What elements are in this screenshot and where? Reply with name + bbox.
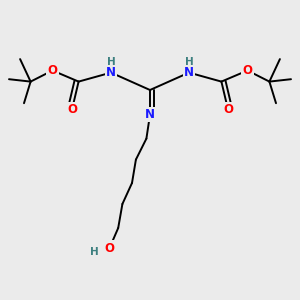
Text: O: O [47, 64, 58, 77]
Text: H: H [106, 57, 116, 67]
Text: N: N [184, 66, 194, 79]
Text: N: N [145, 108, 155, 121]
Text: H: H [184, 57, 194, 67]
Text: O: O [104, 242, 115, 255]
Text: O: O [223, 103, 233, 116]
Text: H: H [89, 247, 98, 257]
Text: N: N [106, 66, 116, 79]
Text: O: O [67, 103, 77, 116]
Text: O: O [242, 64, 253, 77]
